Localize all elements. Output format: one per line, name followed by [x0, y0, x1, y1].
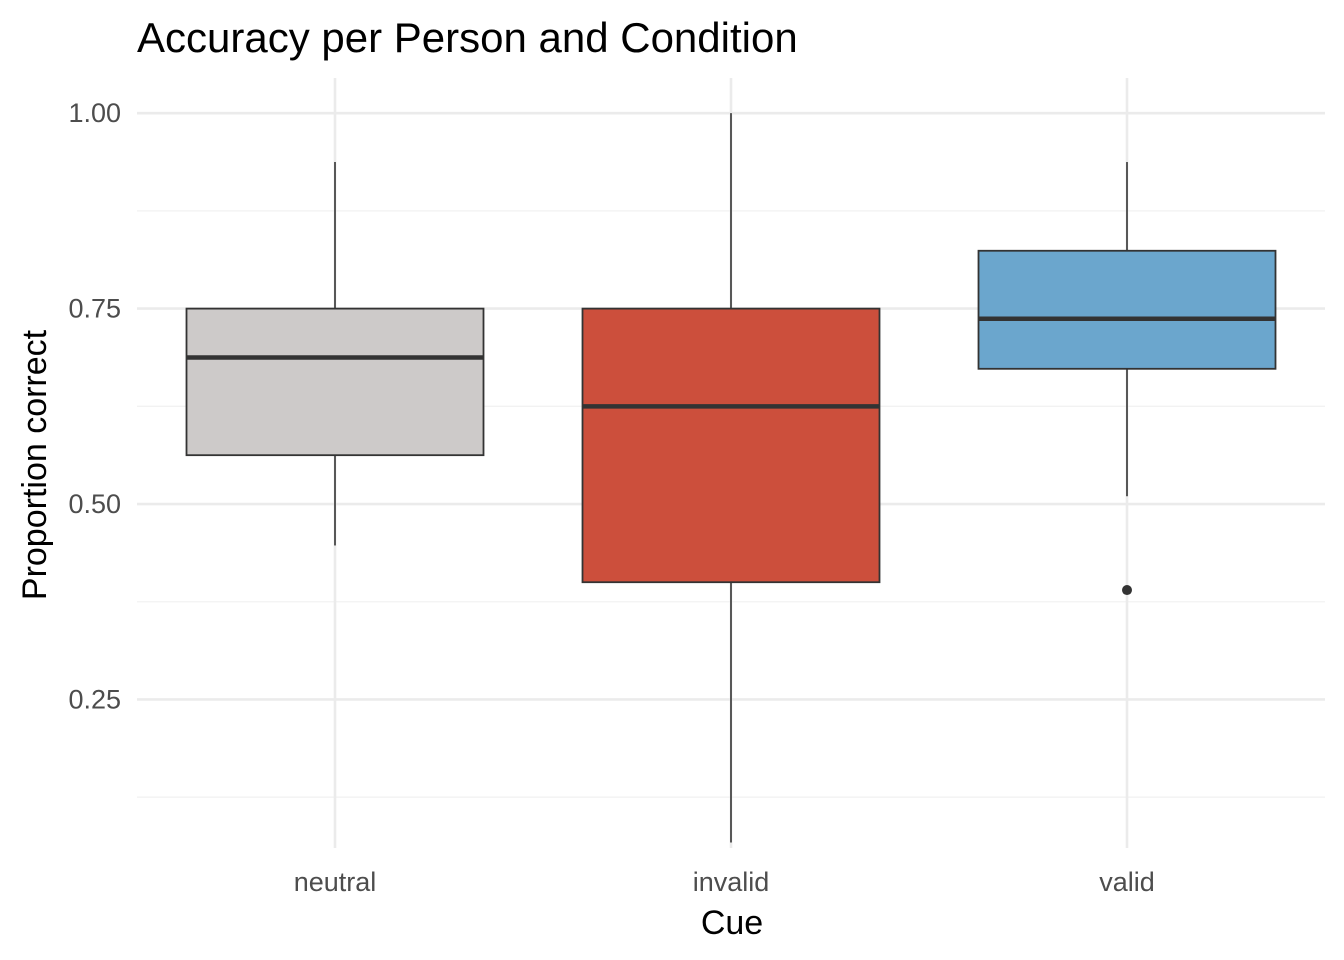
boxes	[185, 113, 1277, 843]
x-tick-label-neutral: neutral	[294, 867, 377, 897]
outlier-point-valid	[1122, 585, 1132, 596]
box-invalid	[581, 307, 881, 584]
y-tick-labels: 0.25 0.50 0.75 1.00	[68, 98, 121, 714]
box-neutral	[185, 307, 485, 457]
y-tick-label: 1.00	[68, 98, 121, 128]
y-tick-label: 0.25	[68, 684, 121, 714]
x-tick-label-invalid: invalid	[693, 867, 770, 897]
x-tick-label-valid: valid	[1099, 867, 1155, 897]
box-group-neutral	[185, 162, 485, 546]
chart-title: Accuracy per Person and Condition	[137, 14, 798, 61]
box-valid	[977, 249, 1277, 370]
x-tick-labels: neutral invalid valid	[294, 867, 1155, 897]
x-axis-title: Cue	[701, 904, 763, 942]
y-tick-label: 0.50	[68, 489, 121, 519]
box-group-invalid	[581, 113, 881, 843]
y-axis-title: Proportion correct	[16, 329, 54, 600]
y-tick-label: 0.75	[68, 294, 121, 324]
box-group-valid	[977, 162, 1277, 596]
